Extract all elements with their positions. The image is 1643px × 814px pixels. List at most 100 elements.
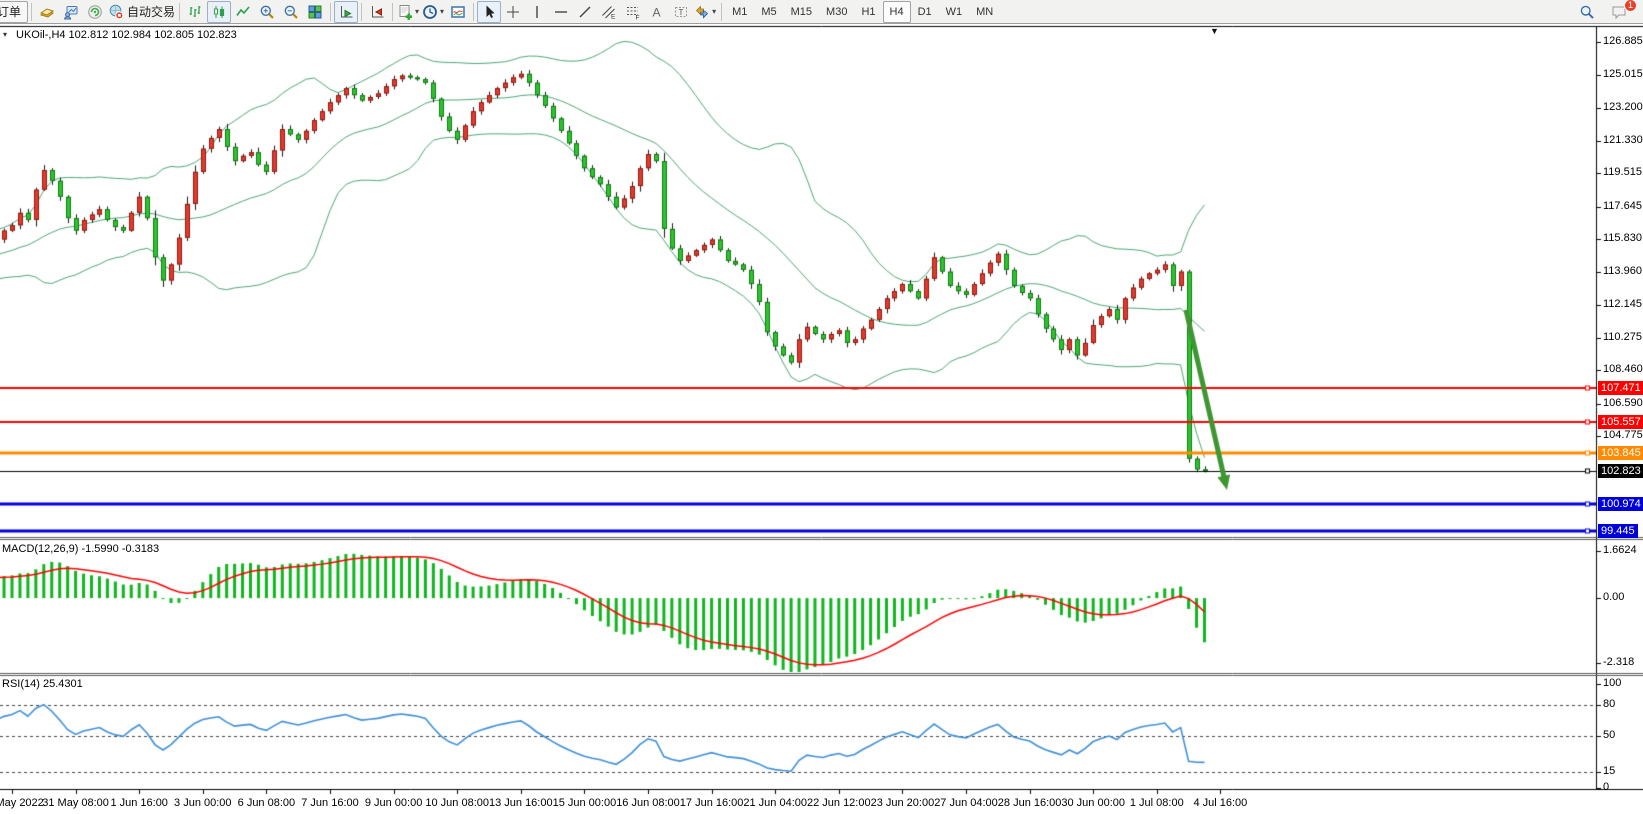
macd-axis-tick: 1.6624 (1603, 544, 1637, 557)
auto-scroll-icon[interactable] (334, 0, 359, 23)
channel-icon[interactable]: E (597, 1, 621, 23)
timeframe-h4[interactable]: H4 (882, 0, 911, 23)
time-axis-label: 10 Jun 08:00 (425, 797, 489, 809)
arrows-icon[interactable]: ▾ (693, 1, 718, 23)
fibonacci-icon[interactable]: F (621, 1, 645, 23)
timeframe-h1[interactable]: H1 (861, 5, 876, 18)
autotrade-button[interactable]: 自动交易 (107, 1, 176, 23)
price-line-badge: 103.845 (1598, 445, 1643, 460)
time-axis-label: 4 Jul 16:00 (1193, 797, 1248, 809)
price-axis-tick: 117.645 (1603, 199, 1642, 212)
time-axis-label: 28 Jun 16:00 (997, 797, 1062, 809)
search-icon[interactable] (1575, 1, 1599, 23)
text-icon[interactable]: A (645, 1, 669, 23)
zoom-out-icon[interactable] (279, 1, 303, 23)
new-order-label: 订单 (0, 5, 22, 19)
tile-windows-icon[interactable] (303, 1, 327, 23)
time-axis-label: 3 Jun 00:00 (174, 797, 232, 809)
crosshair-icon[interactable] (501, 1, 525, 23)
horizontal-line-icon[interactable] (549, 1, 573, 23)
toolbar-right: 1 (1575, 0, 1641, 23)
timeframe-m1[interactable]: M1 (732, 5, 748, 18)
price-axis-tick: 108.460 (1603, 363, 1643, 376)
time-axis-label: 30 Jun 00:00 (1061, 797, 1125, 809)
time-axis-label: 27 Jun 04:00 (934, 797, 998, 809)
candlestick-chart-icon[interactable] (207, 0, 232, 23)
timeframe-mn[interactable]: MN (976, 5, 994, 18)
price-axis-tick: 104.775 (1603, 429, 1643, 441)
scroll-to-end-marker[interactable]: ▼ (1210, 26, 1219, 36)
trendline-icon[interactable] (573, 1, 597, 23)
price-axis-tick: 110.275 (1603, 330, 1642, 343)
price-axis-tick: 125.015 (1603, 68, 1643, 81)
time-axis-label: 1 Jul 08:00 (1129, 797, 1184, 809)
time-axis-label: 21 Jun 04:00 (743, 797, 807, 809)
toolbar-separator (179, 2, 181, 21)
toolbar: 订单 自动交易 ▾ ▾ E F A T ▾ M1 M5 M15 M30 H1 H4 D1 W1 MN 1 (0, 0, 1643, 24)
chevron-down-icon[interactable]: ▾ (415, 7, 420, 16)
zoom-in-icon[interactable] (255, 1, 279, 23)
macd-indicator-label: MACD(12,26,9) -1.5990 -0.3183 (2, 543, 160, 555)
timeframe-m30[interactable]: M30 (826, 5, 848, 18)
toolbar-separator (392, 2, 394, 21)
chart-context-icon[interactable]: ▾ (3, 30, 8, 39)
time-axis-label: 23 Jun 20:00 (870, 797, 935, 809)
svg-text:F: F (636, 14, 640, 20)
chevron-down-icon[interactable]: ▾ (712, 7, 717, 16)
time-axis-label: 16 Jun 08:00 (616, 797, 680, 809)
time-axis-label: 22 Jun 12:00 (806, 797, 871, 809)
toolbar-separator (31, 2, 33, 21)
macd-axis-tick: -2.318 (1603, 656, 1635, 669)
signal-icon[interactable] (83, 1, 107, 23)
line-chart-icon[interactable] (231, 1, 255, 23)
price-axis-tick: 121.330 (1603, 133, 1643, 146)
toolbar-separator (361, 2, 363, 21)
price-axis-tick: 113.960 (1603, 265, 1642, 278)
time-axis-label: 9 Jun 00:00 (364, 797, 423, 809)
time-axis-label: 31 May 08:00 (42, 797, 109, 809)
chat-icon[interactable]: 1 (1607, 0, 1637, 23)
svg-text:A: A (653, 5, 661, 19)
autotrade-button-label: 自动交易 (127, 5, 176, 19)
timeframe-w1[interactable]: W1 (945, 5, 963, 18)
time-axis-label: 7 Jun 16:00 (301, 797, 359, 809)
price-line-badge: 102.823 (1598, 463, 1643, 478)
chevron-down-icon[interactable]: ▾ (440, 7, 445, 16)
chart-title: UKOil-,H4 102.812 102.984 102.805 102.82… (16, 29, 237, 41)
periods-icon[interactable]: ▾ (421, 1, 446, 23)
market-watch-icon[interactable] (59, 1, 83, 23)
chart-shift-icon[interactable] (365, 1, 389, 23)
rsi-axis-tick: 80 (1603, 697, 1616, 710)
svg-text:T: T (679, 7, 684, 16)
rsi-axis-tick: 100 (1603, 677, 1622, 689)
rsi-axis-tick: 0 (1603, 781, 1610, 793)
vertical-line-icon[interactable] (525, 1, 549, 23)
new-chart-icon[interactable]: ▾ (396, 1, 421, 23)
rsi-indicator-label: RSI(14) 25.4301 (2, 678, 83, 690)
new-order-button[interactable]: 订单 (0, 0, 29, 23)
text-label-icon[interactable]: T (669, 1, 693, 23)
templates-icon[interactable] (446, 1, 470, 23)
price-line-badge: 105.557 (1598, 415, 1643, 430)
price-line-badge: 100.974 (1598, 496, 1643, 511)
timeframe-m15[interactable]: M15 (790, 5, 813, 18)
price-axis-tick: 106.590 (1603, 396, 1643, 409)
timeframe-d1[interactable]: D1 (917, 5, 932, 18)
rsi-axis-tick: 15 (1603, 765, 1616, 778)
macd-axis-tick: 0.00 (1603, 591, 1625, 604)
time-axis-label: 15 Jun 00:00 (552, 797, 617, 809)
bar-chart-icon[interactable] (183, 1, 207, 23)
time-axis-label: 27 May 2022 (0, 797, 44, 809)
cursor-icon[interactable] (477, 0, 502, 23)
toolbar-separator (473, 2, 475, 21)
price-axis-tick: 112.145 (1603, 297, 1642, 310)
toolbar-separator (721, 2, 723, 21)
timeframe-m5[interactable]: M5 (761, 5, 777, 18)
journal-icon[interactable] (35, 1, 59, 23)
time-axis-label: 1 Jun 16:00 (110, 797, 168, 809)
time-axis-label: 6 Jun 08:00 (237, 797, 296, 809)
price-axis-tick: 123.200 (1603, 100, 1643, 113)
price-axis-tick: 126.885 (1603, 35, 1643, 47)
